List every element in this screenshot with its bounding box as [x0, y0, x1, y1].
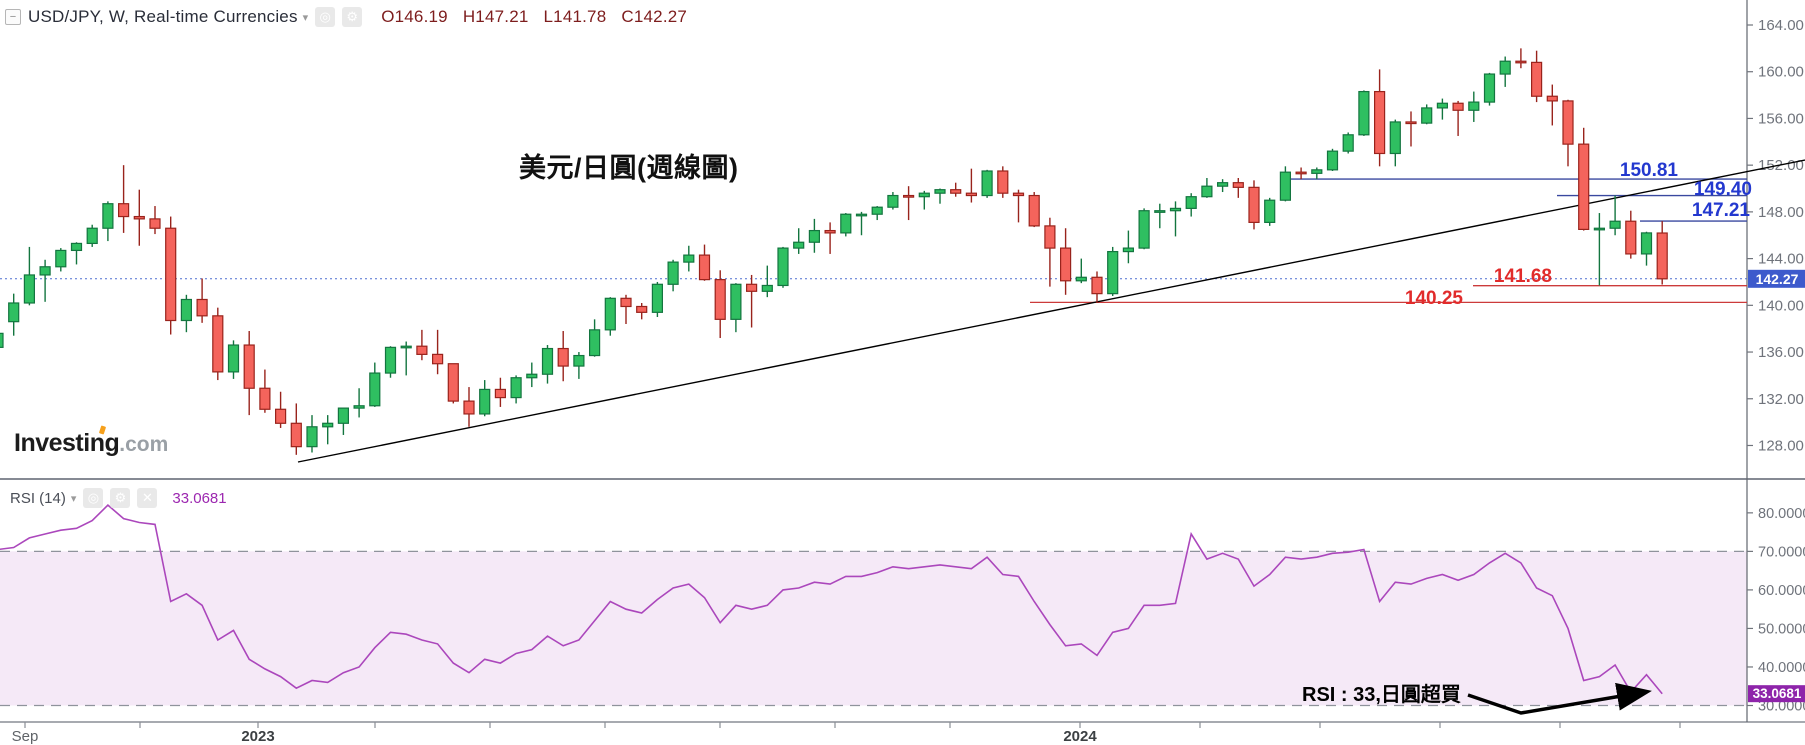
svg-text:128.00: 128.00	[1758, 437, 1804, 454]
level-lines[interactable]	[1030, 178, 1747, 304]
svg-text:Sep: Sep	[12, 728, 39, 745]
svg-text:149.40: 149.40	[1694, 179, 1752, 200]
svg-text:156.00: 156.00	[1758, 110, 1804, 127]
svg-text:136.00: 136.00	[1758, 344, 1804, 361]
svg-text:70.0000: 70.0000	[1758, 544, 1805, 560]
ohlc-high: H147.21	[462, 7, 529, 26]
trendline[interactable]	[297, 159, 1805, 463]
svg-text:60.0000: 60.0000	[1758, 583, 1805, 599]
svg-text:50.0000: 50.0000	[1758, 621, 1805, 637]
svg-text:160.00: 160.00	[1758, 64, 1804, 81]
rsi-annotation-text: RSI : 33,日圓超買	[1302, 684, 1461, 706]
eye-icon[interactable]: ◎	[315, 7, 336, 27]
svg-text:147.21: 147.21	[1692, 200, 1751, 221]
collapse-icon[interactable]: −	[5, 9, 21, 25]
ohlc-low: L141.78	[543, 7, 607, 26]
svg-text:2023: 2023	[241, 728, 274, 745]
svg-text:141.68: 141.68	[1494, 266, 1552, 287]
gear-icon[interactable]: ⚙	[342, 7, 363, 27]
svg-text:40.0000: 40.0000	[1758, 660, 1805, 676]
time-axis[interactable]: Sep 2023 2024	[12, 722, 1681, 745]
symbol-title: USD/JPY, W, Real-time Currencies	[28, 7, 298, 26]
rsi-current-value: 33.0681	[172, 489, 227, 507]
ohlc-legend: O146.19 H147.21 L141.78 C142.27	[381, 7, 687, 27]
svg-text:152.00: 152.00	[1758, 157, 1804, 174]
page-title: 美元/日圓(週線圖)	[519, 153, 739, 183]
rsi-indicator-label: RSI (14)	[10, 489, 66, 507]
svg-text:142.27: 142.27	[1756, 271, 1799, 287]
svg-text:30.0000: 30.0000	[1758, 699, 1805, 715]
ohlc-close: C142.27	[621, 7, 688, 26]
price-axis[interactable]: 164.00 160.00 156.00 152.00 148.00 144.00 140.…	[1747, 17, 1804, 454]
svg-text:2024: 2024	[1063, 728, 1097, 745]
svg-text:150.81: 150.81	[1620, 160, 1679, 181]
svg-text:80.0000: 80.0000	[1758, 506, 1805, 522]
current-price-badge: 142.27	[1748, 269, 1805, 288]
svg-text:33.0681: 33.0681	[1753, 686, 1802, 701]
eye-icon[interactable]: ◎	[83, 488, 104, 508]
svg-text:140.00: 140.00	[1758, 297, 1804, 314]
svg-text:140.25: 140.25	[1405, 288, 1464, 309]
chevron-down-icon[interactable]: ▾	[302, 11, 309, 24]
symbol-header: − USD/JPY, W, Real-time Currencies ▾ ◎ ⚙…	[5, 5, 687, 29]
gear-icon[interactable]: ⚙	[110, 488, 131, 508]
rsi-value-badge: 33.0681	[1748, 685, 1805, 703]
rsi-band	[0, 550, 1747, 707]
svg-text:164.00: 164.00	[1758, 17, 1804, 34]
rsi-axis[interactable]: 80.0000 70.0000 60.0000 50.0000 40.0000 30.00…	[1747, 506, 1805, 715]
ohlc-open: O146.19	[381, 7, 448, 26]
chevron-down-icon[interactable]: ▾	[70, 492, 77, 505]
logo-suffix: .com	[119, 433, 169, 456]
panel-separators	[0, 0, 1805, 723]
svg-text:148.00: 148.00	[1758, 204, 1804, 221]
rsi-line	[0, 504, 1663, 695]
investing-logo: Investing .com	[14, 425, 169, 458]
annotation-arrow	[1467, 682, 1652, 715]
svg-text:144.00: 144.00	[1758, 251, 1804, 268]
close-icon[interactable]: ✕	[137, 488, 158, 508]
svg-text:132.00: 132.00	[1758, 391, 1804, 408]
rsi-header: RSI (14) ▾ ◎ ⚙ ✕ 33.0681	[10, 487, 227, 509]
candlestick-series	[0, 48, 1668, 455]
